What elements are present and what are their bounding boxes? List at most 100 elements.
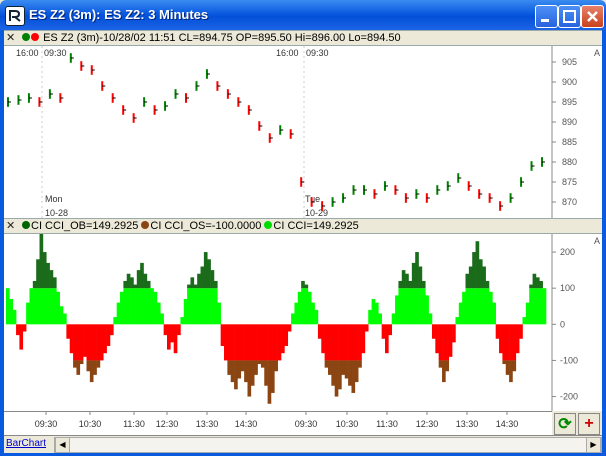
cci-bar-oversold bbox=[267, 360, 272, 404]
cci-bar bbox=[344, 324, 349, 361]
cci-bar-overbought bbox=[193, 284, 198, 289]
cci-bar bbox=[254, 324, 258, 361]
cci-panel-header: ✕ CI CCI_OB=149.2925 CI CCI_OS=-100.0000… bbox=[4, 218, 602, 234]
cci-bar bbox=[488, 291, 493, 325]
cci-bar bbox=[448, 324, 453, 357]
refresh-button[interactable]: ⟳ bbox=[554, 413, 576, 435]
cci-bar-oversold bbox=[270, 360, 275, 393]
cci-bar bbox=[301, 288, 305, 325]
cci-bar-oversold bbox=[324, 360, 329, 368]
add-button[interactable]: + bbox=[578, 413, 600, 435]
cci-bar bbox=[458, 302, 463, 325]
cci-bar bbox=[311, 302, 315, 325]
cci-bar bbox=[244, 324, 248, 361]
time-tick-label: 13:30 bbox=[196, 419, 219, 429]
cci-bar-oversold bbox=[247, 360, 252, 397]
minimize-button[interactable] bbox=[535, 5, 558, 28]
cci-bar bbox=[317, 324, 322, 339]
cci-bar bbox=[398, 288, 403, 325]
cci-bar-oversold bbox=[334, 360, 339, 397]
cci-bar bbox=[381, 324, 386, 339]
cci-bar-oversold bbox=[351, 360, 356, 393]
cci-bar bbox=[180, 317, 185, 325]
cci-bar bbox=[36, 288, 40, 325]
scroll-right-button[interactable]: ▶ bbox=[586, 438, 601, 452]
arrow-left-icon: ◀ bbox=[59, 440, 66, 449]
cci-bar bbox=[297, 291, 302, 325]
cci-bar bbox=[351, 324, 356, 361]
cci-bar-overbought bbox=[415, 252, 419, 289]
time-tick-label: 12:30 bbox=[416, 419, 439, 429]
cci-bar bbox=[525, 302, 530, 325]
cci-chart[interactable]: -200 -100 0 100 200 A bbox=[4, 234, 602, 411]
cci-bar bbox=[29, 288, 34, 325]
cci-bar bbox=[237, 324, 242, 361]
cci-bar bbox=[522, 317, 527, 325]
cci-bar-overbought bbox=[203, 252, 208, 289]
cci-bar bbox=[418, 288, 423, 325]
cci-bar bbox=[133, 288, 138, 325]
time-tick-label: 11:30 bbox=[376, 419, 398, 429]
cci-bar-overbought bbox=[532, 273, 537, 289]
legend-entry: CI CCI_OB=149.2925 bbox=[31, 220, 142, 232]
session-label: 16:00 bbox=[16, 48, 39, 58]
title-bar[interactable]: ES Z2 (3m): ES Z2: 3 Minutes bbox=[0, 0, 606, 30]
horizontal-scrollbar[interactable]: ◀ ▶ bbox=[54, 437, 602, 453]
cci-bar-oversold bbox=[230, 360, 235, 383]
cci-bar bbox=[32, 288, 37, 325]
cci-bar bbox=[42, 288, 47, 325]
cci-bar bbox=[264, 324, 268, 361]
cci-bar-oversold bbox=[344, 360, 349, 379]
cci-bar bbox=[431, 324, 436, 339]
cci-bar bbox=[395, 295, 399, 325]
time-tick-label: 11:30 bbox=[123, 419, 145, 429]
cci-bar bbox=[99, 324, 104, 361]
cci-bar-overbought bbox=[52, 277, 57, 289]
cci-bar bbox=[378, 313, 382, 325]
cci-bar bbox=[499, 324, 503, 354]
cci-bar bbox=[542, 288, 547, 325]
cci-bar bbox=[341, 324, 346, 361]
price-tick-label: 900 bbox=[562, 77, 577, 87]
bottom-bar: BarChart ◀ ▶ bbox=[4, 435, 602, 453]
cci-bar bbox=[338, 324, 342, 361]
barchart-tab[interactable]: BarChart bbox=[6, 438, 47, 449]
cci-bar-overbought bbox=[539, 280, 543, 289]
scroll-left-button[interactable]: ◀ bbox=[55, 438, 70, 452]
cci-bar bbox=[425, 295, 429, 325]
price-tick-label: 880 bbox=[562, 157, 577, 167]
cci-bar bbox=[475, 288, 480, 325]
cci-bar bbox=[193, 288, 198, 325]
cci-bar bbox=[240, 324, 245, 361]
cci-bar bbox=[220, 324, 225, 346]
cci-bar-overbought bbox=[197, 273, 201, 289]
cci-bar bbox=[6, 288, 10, 325]
close-cci-panel-icon[interactable]: ✕ bbox=[6, 220, 16, 232]
cci-bar bbox=[234, 324, 238, 361]
cci-bar bbox=[428, 313, 433, 325]
price-tick-label: 905 bbox=[562, 57, 577, 67]
cci-bar bbox=[140, 288, 144, 325]
day-label: Mon bbox=[45, 194, 63, 204]
window-title: ES Z2 (3m): ES Z2: 3 Minutes bbox=[29, 7, 209, 22]
cci-bar-oversold bbox=[254, 360, 258, 375]
close-panel-icon[interactable]: ✕ bbox=[6, 32, 16, 44]
cci-bar-oversold bbox=[442, 360, 446, 383]
price-chart[interactable]: 870 875 880 885 890 895 900 905 A 16:00 09:30 16:00… bbox=[4, 46, 602, 218]
cci-bar-overbought bbox=[398, 280, 403, 289]
cci-bar bbox=[321, 324, 325, 354]
cci-bar-oversold bbox=[250, 360, 255, 386]
minimize-icon bbox=[541, 19, 549, 22]
legend-swatch-icon bbox=[264, 221, 273, 230]
close-button[interactable] bbox=[581, 5, 604, 28]
cci-bar bbox=[411, 288, 416, 325]
cci-bar bbox=[482, 288, 486, 325]
cci-bar-overbought bbox=[304, 284, 309, 289]
cci-bar bbox=[358, 324, 362, 361]
time-tick-label: 10:30 bbox=[79, 419, 102, 429]
cci-bar-oversold bbox=[327, 360, 332, 375]
cci-bar bbox=[227, 324, 232, 361]
maximize-button[interactable] bbox=[558, 5, 581, 28]
cci-bar bbox=[170, 324, 175, 343]
cci-bar bbox=[472, 288, 476, 325]
